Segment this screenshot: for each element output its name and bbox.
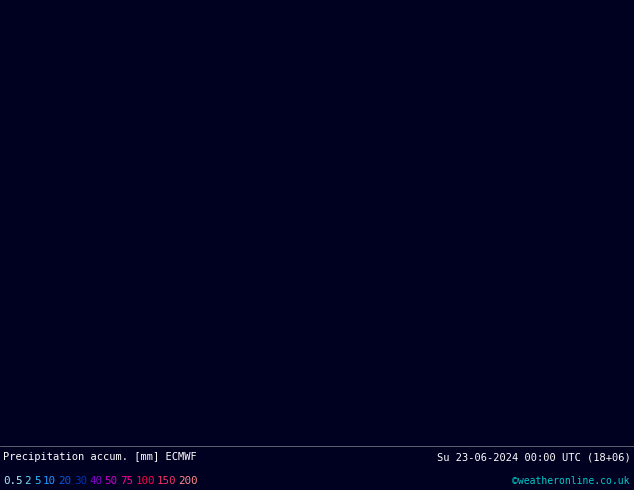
Text: 0.5: 0.5: [3, 476, 22, 486]
Text: 30: 30: [74, 476, 87, 486]
Text: 150: 150: [157, 476, 176, 486]
Text: 75: 75: [120, 476, 133, 486]
Text: 40: 40: [89, 476, 102, 486]
Text: Su 23-06-2024 00:00 UTC (18+06): Su 23-06-2024 00:00 UTC (18+06): [437, 452, 631, 463]
Text: 10: 10: [43, 476, 56, 486]
Text: 20: 20: [58, 476, 72, 486]
Text: 100: 100: [136, 476, 155, 486]
Text: ©weatheronline.co.uk: ©weatheronline.co.uk: [512, 476, 630, 486]
Text: 200: 200: [179, 476, 198, 486]
Text: 2: 2: [25, 476, 31, 486]
Text: 50: 50: [105, 476, 117, 486]
Text: Precipitation accum. [mm] ECMWF: Precipitation accum. [mm] ECMWF: [3, 452, 197, 463]
Text: 5: 5: [34, 476, 41, 486]
